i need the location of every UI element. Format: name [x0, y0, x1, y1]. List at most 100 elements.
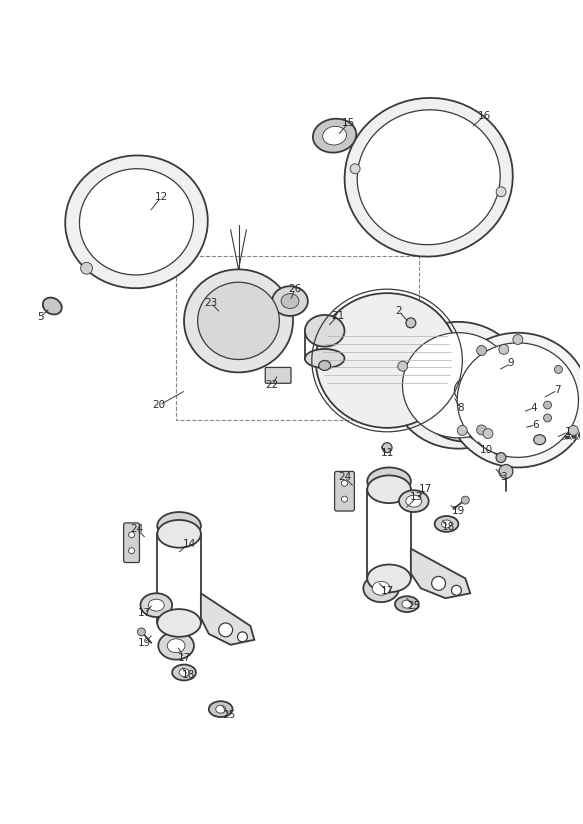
Ellipse shape	[402, 333, 514, 438]
Text: 20: 20	[153, 400, 166, 410]
Text: 2: 2	[396, 306, 402, 316]
Ellipse shape	[345, 98, 513, 256]
Ellipse shape	[198, 283, 279, 359]
Ellipse shape	[179, 668, 189, 677]
Text: 19: 19	[138, 638, 151, 648]
Ellipse shape	[157, 512, 201, 540]
Circle shape	[496, 187, 506, 197]
Circle shape	[454, 378, 478, 402]
Ellipse shape	[157, 609, 201, 637]
Text: 18: 18	[442, 522, 455, 532]
Ellipse shape	[79, 169, 194, 275]
Circle shape	[499, 344, 509, 354]
Circle shape	[499, 465, 513, 479]
Text: 25: 25	[407, 602, 420, 611]
Ellipse shape	[209, 701, 233, 717]
Ellipse shape	[319, 360, 331, 371]
Circle shape	[342, 496, 347, 502]
Circle shape	[483, 428, 493, 438]
Circle shape	[543, 414, 552, 422]
Text: 18: 18	[181, 671, 195, 681]
Text: 9: 9	[508, 358, 514, 368]
Polygon shape	[411, 549, 470, 598]
Text: 5: 5	[37, 312, 44, 322]
Text: 7: 7	[554, 385, 561, 396]
Text: 13: 13	[410, 492, 423, 502]
Ellipse shape	[322, 126, 346, 145]
Ellipse shape	[367, 564, 411, 592]
Ellipse shape	[367, 467, 411, 495]
Ellipse shape	[434, 516, 458, 531]
Ellipse shape	[149, 599, 164, 611]
Circle shape	[350, 164, 360, 174]
Text: 1: 1	[565, 427, 572, 437]
Circle shape	[431, 577, 445, 590]
Ellipse shape	[167, 639, 185, 653]
Circle shape	[457, 425, 467, 435]
Circle shape	[138, 628, 145, 636]
Ellipse shape	[313, 119, 356, 152]
Text: 12: 12	[154, 192, 168, 202]
Circle shape	[451, 585, 461, 595]
Ellipse shape	[172, 665, 196, 681]
Circle shape	[237, 632, 247, 642]
Circle shape	[461, 496, 469, 504]
Ellipse shape	[305, 315, 345, 347]
Ellipse shape	[216, 705, 226, 713]
Ellipse shape	[391, 322, 526, 448]
Circle shape	[568, 425, 578, 435]
Text: 11: 11	[381, 447, 394, 457]
Ellipse shape	[533, 435, 546, 445]
Text: 8: 8	[457, 403, 463, 413]
Circle shape	[513, 335, 523, 344]
Circle shape	[219, 623, 233, 637]
Circle shape	[129, 531, 135, 538]
Text: 21: 21	[331, 311, 344, 321]
Polygon shape	[201, 593, 254, 644]
Text: 3: 3	[501, 472, 507, 482]
FancyBboxPatch shape	[124, 523, 139, 563]
Text: 22: 22	[266, 380, 279, 391]
Ellipse shape	[158, 632, 194, 660]
Circle shape	[477, 345, 487, 355]
Text: 14: 14	[182, 539, 196, 549]
Circle shape	[406, 318, 416, 328]
Ellipse shape	[402, 600, 412, 608]
Ellipse shape	[272, 286, 308, 316]
Text: 26: 26	[289, 284, 301, 294]
Circle shape	[477, 425, 487, 435]
Ellipse shape	[457, 343, 578, 457]
Circle shape	[342, 480, 347, 486]
Ellipse shape	[395, 597, 419, 612]
Ellipse shape	[363, 574, 399, 602]
Circle shape	[382, 442, 392, 452]
Text: 4: 4	[531, 403, 537, 413]
Text: 24: 24	[338, 472, 351, 482]
Text: 16: 16	[477, 111, 491, 121]
Text: 25: 25	[222, 710, 235, 720]
Ellipse shape	[281, 293, 299, 308]
Ellipse shape	[184, 269, 293, 372]
Text: 6: 6	[532, 420, 539, 430]
Ellipse shape	[412, 339, 521, 442]
Ellipse shape	[357, 110, 500, 245]
Ellipse shape	[65, 156, 208, 288]
Ellipse shape	[141, 593, 172, 617]
Ellipse shape	[406, 495, 422, 507]
Text: 17: 17	[419, 485, 433, 494]
Circle shape	[554, 366, 563, 373]
Circle shape	[496, 452, 506, 462]
Circle shape	[543, 401, 552, 409]
Ellipse shape	[157, 520, 201, 548]
Ellipse shape	[447, 333, 583, 467]
Ellipse shape	[372, 582, 390, 595]
FancyBboxPatch shape	[265, 368, 291, 383]
Ellipse shape	[43, 297, 62, 315]
Ellipse shape	[367, 475, 411, 503]
Circle shape	[398, 361, 408, 371]
Ellipse shape	[305, 349, 345, 368]
Text: 17: 17	[177, 653, 191, 662]
Text: 19: 19	[452, 506, 465, 516]
Ellipse shape	[441, 520, 451, 528]
Text: 17: 17	[381, 586, 394, 597]
